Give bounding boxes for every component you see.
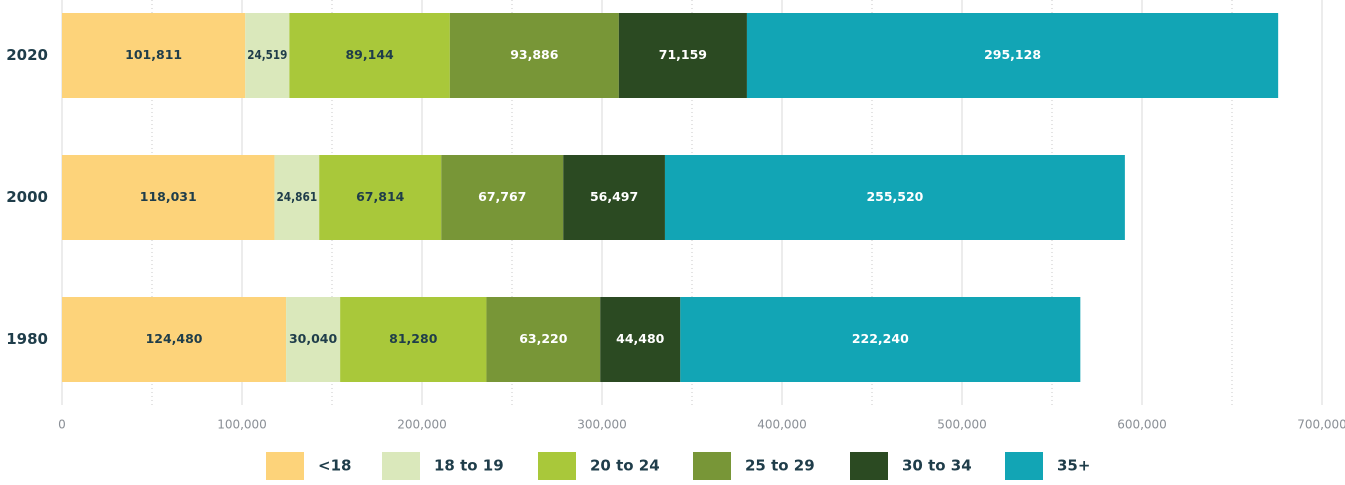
legend-swatch [693, 452, 731, 480]
legend-label: 30 to 34 [902, 457, 972, 475]
bar-segment [62, 13, 246, 98]
legend-label: 18 to 19 [434, 457, 504, 475]
x-tick-label: 0 [58, 418, 66, 432]
legend-swatch [850, 452, 888, 480]
bar-segment [289, 13, 450, 98]
bar-segment [286, 297, 341, 382]
legend-label: 20 to 24 [590, 457, 660, 475]
value-label: 71,159 [659, 47, 707, 62]
x-tick-label: 700,000 [1297, 418, 1345, 432]
value-label: 44,480 [616, 331, 665, 346]
bar-segment [680, 297, 1081, 382]
bar-segment [746, 13, 1279, 98]
value-label: 124,480 [146, 331, 203, 346]
category-label: 1980 [6, 330, 48, 348]
x-tick-label: 200,000 [397, 418, 447, 432]
value-label: 24,861 [276, 189, 317, 204]
legend-label: 35+ [1057, 457, 1090, 475]
value-label: 63,220 [519, 331, 568, 346]
x-tick-label: 100,000 [217, 418, 267, 432]
x-tick-label: 300,000 [577, 418, 627, 432]
value-label: 67,767 [478, 189, 526, 204]
bar-segment [563, 155, 665, 240]
bar-segment [62, 297, 287, 382]
value-label: 89,144 [345, 47, 394, 62]
bar-segment [441, 155, 564, 240]
legend-swatch [1005, 452, 1043, 480]
category-label: 2020 [6, 46, 48, 64]
bar-segment [664, 155, 1125, 240]
bar-segment [274, 155, 320, 240]
legend-swatch [382, 452, 420, 480]
value-label: 101,811 [125, 47, 182, 62]
value-label: 30,040 [289, 331, 338, 346]
value-label: 56,497 [590, 189, 638, 204]
bar-segment [62, 155, 275, 240]
value-label: 222,240 [852, 331, 909, 346]
value-label: 118,031 [140, 189, 197, 204]
value-label: 295,128 [984, 47, 1041, 62]
value-label: 81,280 [389, 331, 438, 346]
x-tick-label: 600,000 [1117, 418, 1167, 432]
legend-label: <18 [318, 457, 351, 475]
x-tick-label: 400,000 [757, 418, 807, 432]
bar-segment [319, 155, 442, 240]
bar-segment [618, 13, 747, 98]
x-tick-label: 500,000 [937, 418, 987, 432]
value-label: 24,519 [247, 47, 287, 62]
category-label: 2000 [6, 188, 48, 206]
bar-segment [245, 13, 290, 98]
bar-segment [340, 297, 487, 382]
legend-label: 25 to 29 [745, 457, 815, 475]
bar-segment [486, 297, 601, 382]
value-label: 255,520 [866, 189, 923, 204]
bar-segment [449, 13, 619, 98]
legend-swatch [538, 452, 576, 480]
value-label: 67,814 [356, 189, 405, 204]
value-label: 93,886 [510, 47, 559, 62]
legend-swatch [266, 452, 304, 480]
bar-segment [600, 297, 681, 382]
